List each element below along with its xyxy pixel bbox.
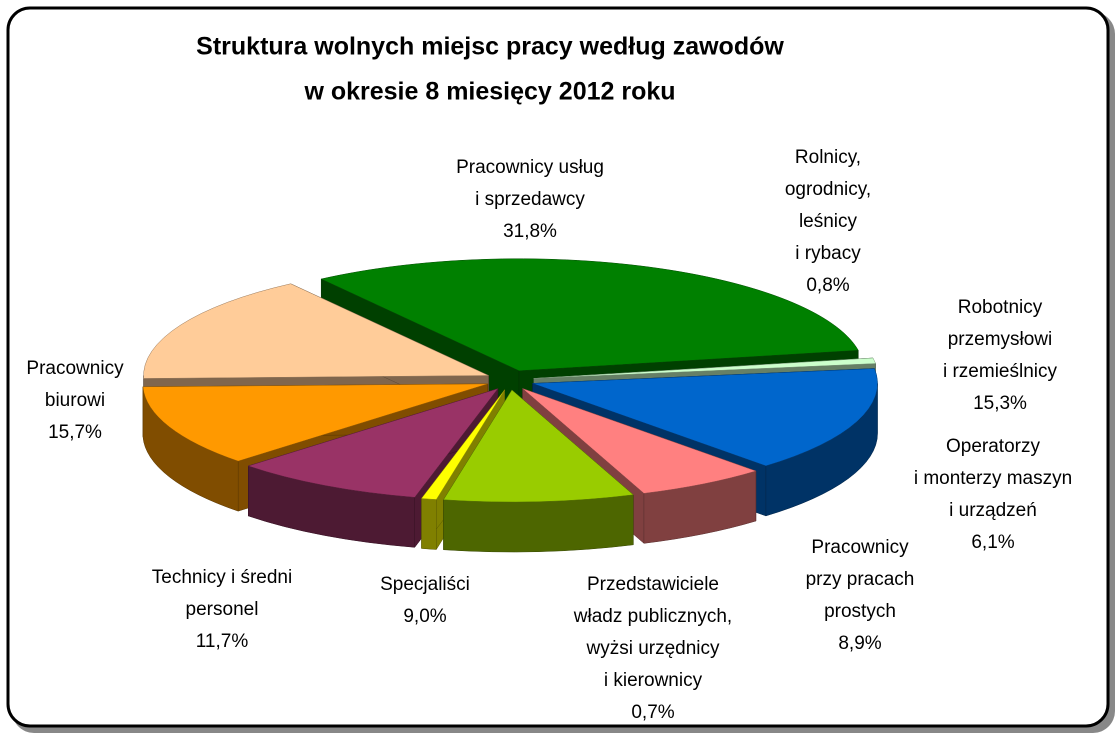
slice-label: przemysłowi	[948, 329, 1053, 350]
value-label: 8,9%	[838, 633, 881, 654]
slice-label: Technicy i średni	[152, 567, 292, 588]
slice-wall	[443, 494, 634, 553]
value-label: 0,7%	[631, 702, 674, 723]
slice-wall	[421, 498, 437, 550]
slice-label: Operatorzy	[946, 436, 1040, 457]
slice-label: władz publicznych,	[573, 606, 732, 627]
slice-top	[522, 388, 757, 494]
slice-label: personel	[186, 599, 259, 620]
slice	[443, 389, 634, 553]
slice-label: i kierownicy	[604, 670, 703, 691]
slice-label: przy pracach	[806, 569, 915, 590]
slice-label: biurowi	[45, 390, 105, 411]
value-label: 6,1%	[971, 532, 1014, 553]
slice-label: i sprzedawcy	[475, 189, 585, 210]
value-label: 31,8%	[503, 221, 557, 242]
slice-top	[443, 389, 634, 503]
slice-top	[532, 368, 878, 467]
slice-label: Rolnicy,	[795, 147, 861, 168]
slice-label: i urządzeń	[949, 500, 1037, 521]
slice-label: i monterzy maszyn	[914, 468, 1072, 489]
value-label: 9,0%	[403, 606, 446, 627]
slice-label: Specjaliści	[380, 574, 470, 595]
slice-label: wyżsi urzędnicy	[585, 638, 720, 659]
slice-top	[320, 258, 859, 371]
slice-label: prostych	[824, 601, 896, 622]
slice-label: leśnicy	[799, 211, 858, 232]
value-label: 15,7%	[48, 422, 102, 443]
slice-label: i rzemieślnicy	[943, 361, 1058, 382]
slice-top	[421, 389, 505, 500]
slice-top	[143, 283, 489, 379]
slice-label: Pracownicy usług	[456, 157, 604, 178]
slice-top	[142, 383, 488, 462]
slice-label: i rybacy	[795, 243, 861, 264]
slice-label: Pracownicy	[26, 358, 124, 379]
value-label: 11,7%	[196, 631, 249, 652]
slice-label: Robotnicy	[958, 297, 1043, 318]
slice-label: Przedstawiciele	[587, 574, 719, 595]
slice-top	[247, 388, 499, 498]
slice-label: Pracownicy	[811, 537, 909, 558]
chart-title: Struktura wolnych miejsc pracy według za…	[196, 33, 784, 61]
chart-title: w okresie 8 miesięcy 2012 roku	[303, 78, 675, 106]
slice-top	[533, 357, 877, 379]
slice-label: ogrodnicy,	[785, 179, 871, 200]
value-label: 15,3%	[973, 393, 1027, 414]
value-label: 0,8%	[806, 275, 849, 296]
